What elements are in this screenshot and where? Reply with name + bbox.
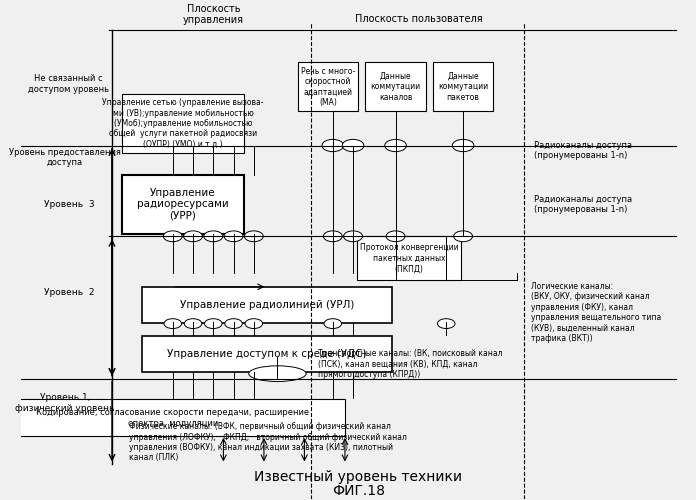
Text: Плоскость пользователя: Плоскость пользователя (356, 14, 483, 24)
Ellipse shape (204, 231, 223, 241)
FancyBboxPatch shape (143, 286, 392, 324)
Ellipse shape (386, 231, 405, 241)
Ellipse shape (184, 231, 203, 241)
Ellipse shape (342, 140, 364, 151)
Ellipse shape (184, 318, 202, 328)
Text: Данные
коммутации
каналов: Данные коммутации каналов (370, 72, 420, 102)
Ellipse shape (225, 318, 242, 328)
Ellipse shape (437, 318, 455, 328)
Ellipse shape (322, 140, 344, 151)
FancyBboxPatch shape (365, 62, 426, 111)
Ellipse shape (385, 140, 406, 151)
Text: Уровень  3: Уровень 3 (44, 200, 95, 209)
Text: Радиоканалы доступа
(пронумерованы 1-n): Радиоканалы доступа (пронумерованы 1-n) (534, 194, 632, 214)
FancyBboxPatch shape (298, 62, 358, 111)
FancyBboxPatch shape (143, 336, 392, 372)
Ellipse shape (205, 318, 222, 328)
Text: Уровень 1,
физический уровень: Уровень 1, физический уровень (15, 394, 114, 413)
Ellipse shape (244, 231, 263, 241)
Ellipse shape (164, 231, 182, 241)
Ellipse shape (344, 231, 363, 241)
Ellipse shape (164, 318, 182, 328)
Text: ФИГ.18: ФИГ.18 (332, 484, 385, 498)
Text: Управление сетью (управление вызова-
ми (УВ);управление мобильностью
(УМоб);упра: Управление сетью (управление вызова- ми … (102, 98, 264, 148)
Text: Транспортные каналы: (ВК, поисковый канал
(ПСК), канал вещания (КВ), КПД, канал
: Транспортные каналы: (ВК, поисковый кана… (318, 349, 503, 378)
FancyBboxPatch shape (122, 94, 244, 153)
Text: Физические каналы: (ВФК, первичный общий физический канал
управления (ЛОФКУ),   : Физические каналы: (ВФК, первичный общий… (129, 422, 406, 463)
Text: Уровень предоставления
доступа: Уровень предоставления доступа (9, 148, 120, 168)
Ellipse shape (224, 231, 243, 241)
Text: Протокол конвергенции
пакетных данных
(ПКПД): Протокол конвергенции пакетных данных (П… (360, 244, 459, 274)
FancyBboxPatch shape (122, 175, 244, 234)
Text: Логические каналы:
(ВКУ, ОКУ, физический канал
управления (ФКУ), канал
управлени: Логические каналы: (ВКУ, ОКУ, физический… (531, 282, 661, 343)
Ellipse shape (245, 318, 262, 328)
Text: Данные
коммутации
пакетов: Данные коммутации пакетов (438, 72, 488, 102)
Text: Радиоканалы доступа
(пронумерованы 1-n): Радиоканалы доступа (пронумерованы 1-n) (534, 140, 632, 160)
Text: Не связанный с
доступом уровень: Не связанный с доступом уровень (28, 74, 109, 94)
Text: Кодирование, согласование скорости передачи, расширение
спектра, модуляции: Кодирование, согласование скорости перед… (36, 408, 309, 428)
Text: Уровень  2: Уровень 2 (45, 288, 95, 297)
Text: Управление радиолинией (УРЛ): Управление радиолинией (УРЛ) (180, 300, 354, 310)
FancyBboxPatch shape (433, 62, 493, 111)
Text: Управление доступом к среде (УДС): Управление доступом к среде (УДС) (168, 349, 367, 359)
Ellipse shape (324, 231, 342, 241)
Text: Известный уровень техники: Известный уровень техники (254, 470, 463, 484)
Ellipse shape (248, 366, 306, 382)
Text: Плоскость
управления: Плоскость управления (183, 4, 244, 26)
Ellipse shape (452, 140, 474, 151)
FancyBboxPatch shape (357, 236, 461, 281)
Ellipse shape (454, 231, 473, 241)
FancyBboxPatch shape (1, 400, 345, 436)
Text: Речь с много-
скоростной
адаптацией
(МА): Речь с много- скоростной адаптацией (МА) (301, 66, 355, 106)
Ellipse shape (324, 318, 342, 328)
Text: Управление
радиоресурсами
(УРР): Управление радиоресурсами (УРР) (137, 188, 229, 221)
